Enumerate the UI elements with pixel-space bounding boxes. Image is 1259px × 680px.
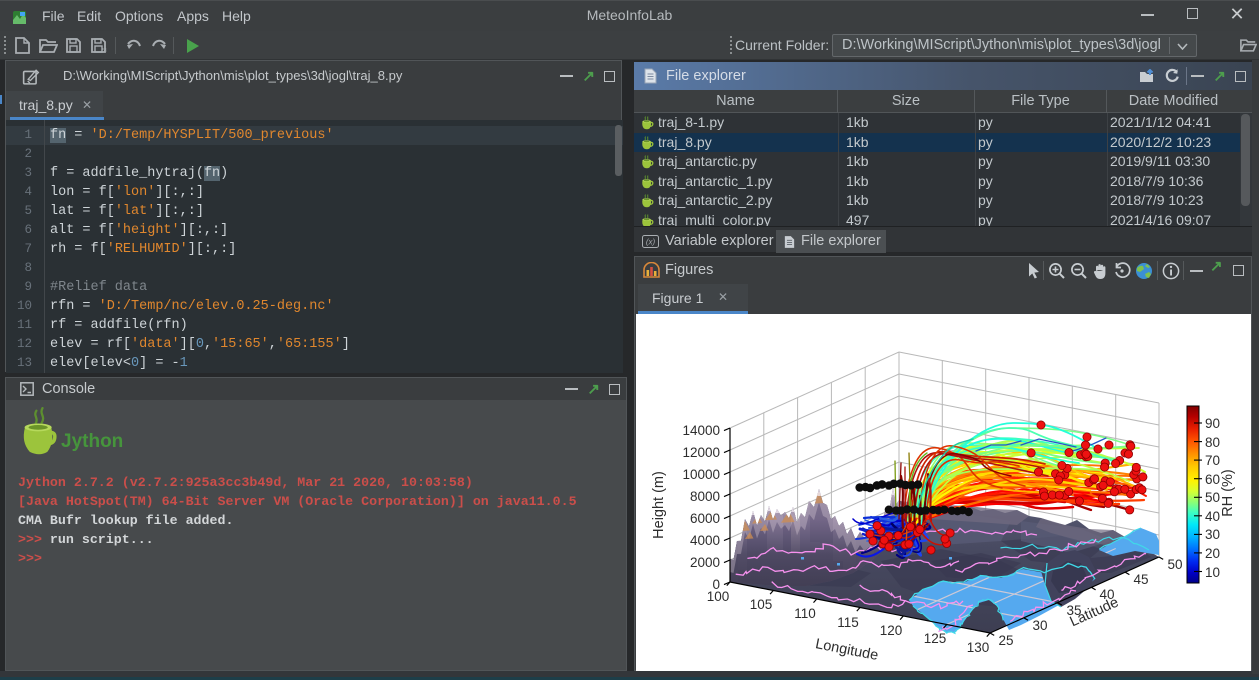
svg-text:Height (m): Height (m) bbox=[651, 471, 667, 539]
svg-text:2000: 2000 bbox=[690, 555, 720, 570]
svg-text:80: 80 bbox=[1205, 435, 1220, 450]
svg-text:130: 130 bbox=[967, 640, 990, 655]
svg-text:60: 60 bbox=[1205, 472, 1220, 487]
svg-text:(x): (x) bbox=[646, 238, 656, 247]
svg-text:100: 100 bbox=[707, 589, 730, 604]
svg-text:RH (%): RH (%) bbox=[1220, 469, 1236, 517]
svg-text:30: 30 bbox=[1205, 527, 1220, 542]
svg-text:50: 50 bbox=[1167, 557, 1182, 572]
svg-text:40: 40 bbox=[1205, 509, 1220, 524]
svg-text:125: 125 bbox=[924, 631, 947, 646]
svg-text:90: 90 bbox=[1205, 416, 1220, 431]
svg-text:120: 120 bbox=[880, 623, 903, 638]
svg-text:10000: 10000 bbox=[682, 467, 720, 482]
svg-text:12000: 12000 bbox=[682, 445, 720, 460]
svg-text:25: 25 bbox=[998, 633, 1013, 648]
svg-text:20: 20 bbox=[1205, 546, 1220, 561]
svg-text:35: 35 bbox=[1066, 603, 1081, 618]
svg-text:105: 105 bbox=[750, 597, 773, 612]
svg-text:6000: 6000 bbox=[690, 511, 720, 526]
svg-text:45: 45 bbox=[1133, 572, 1148, 587]
svg-text:14000: 14000 bbox=[682, 423, 720, 438]
svg-text:50: 50 bbox=[1205, 490, 1220, 505]
svg-text:40: 40 bbox=[1099, 587, 1114, 602]
svg-text:30: 30 bbox=[1032, 618, 1047, 633]
svg-text:0: 0 bbox=[712, 577, 720, 592]
svg-text:8000: 8000 bbox=[690, 489, 720, 504]
svg-text:10: 10 bbox=[1205, 565, 1220, 580]
svg-text:70: 70 bbox=[1205, 453, 1220, 468]
svg-text:110: 110 bbox=[794, 606, 816, 621]
svg-text:115: 115 bbox=[837, 615, 859, 630]
svg-text:4000: 4000 bbox=[690, 533, 720, 548]
